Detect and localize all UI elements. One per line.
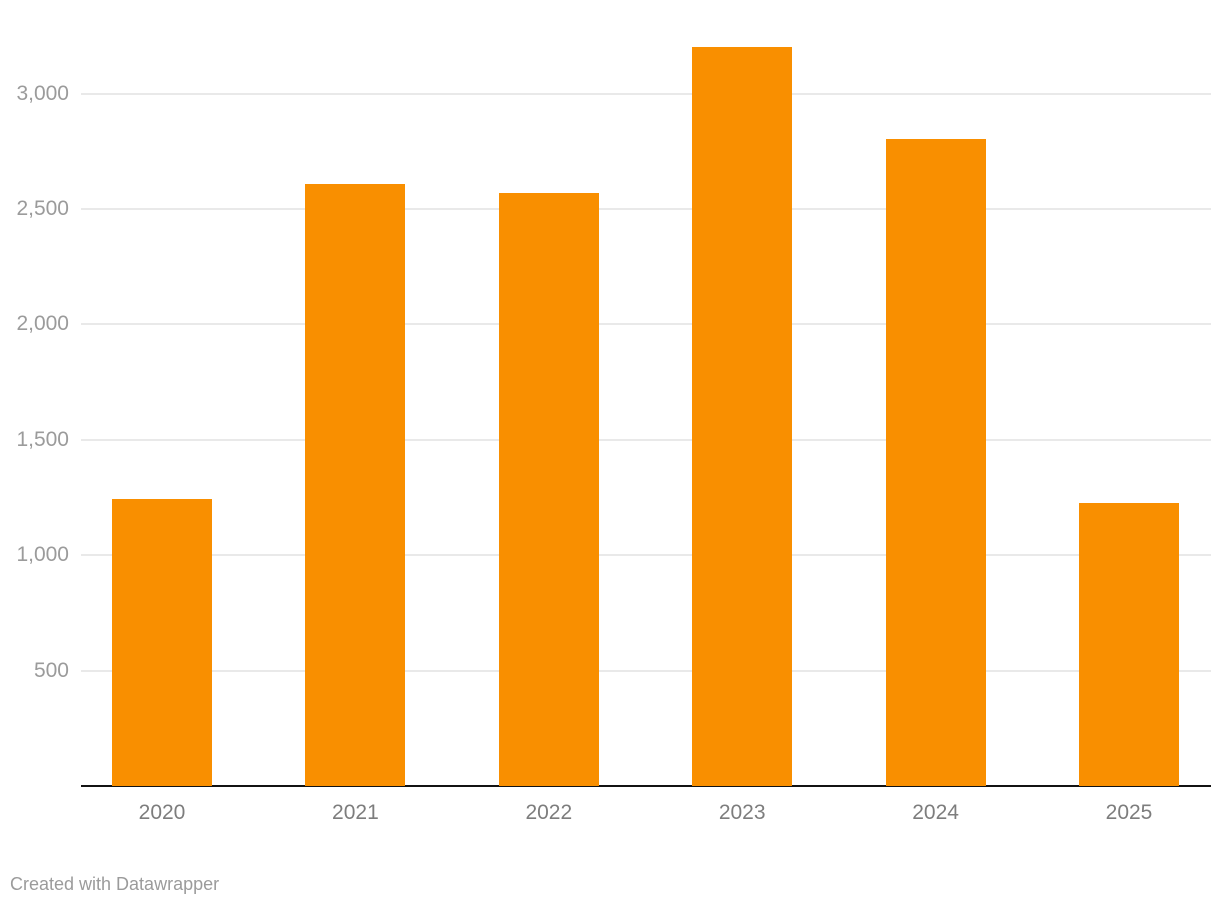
- gridline-2500: [81, 208, 1211, 210]
- x-axis-label-2022: 2022: [525, 801, 573, 824]
- y-axis-label-500: 500: [33, 658, 69, 682]
- gridline-1000: [81, 554, 1211, 557]
- x-axis-line: [81, 785, 1211, 787]
- bar-2020[interactable]: [112, 498, 212, 786]
- gridline-2000: [81, 323, 1211, 326]
- x-axis-label-2021: 2021: [332, 801, 379, 824]
- y-axis-label-3000: 3,000: [16, 81, 69, 105]
- bar-2025[interactable]: [1079, 503, 1179, 786]
- datawrapper-credit-link[interactable]: Created with Datawrapper: [10, 874, 220, 894]
- bar-2021[interactable]: [305, 183, 406, 786]
- y-axis-label-2500: 2,500: [16, 197, 69, 220]
- gridline-1500: [81, 438, 1211, 441]
- x-axis-label-2024: 2024: [912, 801, 959, 824]
- x-axis-label-2023: 2023: [718, 801, 766, 824]
- x-axis-label-2025: 2025: [1105, 801, 1153, 824]
- gridline-3000: [81, 92, 1211, 95]
- bar-2023[interactable]: [692, 47, 793, 786]
- y-axis-label-1500: 1,500: [16, 427, 69, 451]
- bar-2024[interactable]: [885, 138, 986, 786]
- gridline-500: [81, 669, 1211, 672]
- bar-2022[interactable]: [498, 192, 599, 786]
- x-axis-label-2020: 2020: [138, 801, 186, 824]
- y-axis-label-2000: 2,000: [16, 312, 69, 336]
- y-axis-label-1000: 1,000: [16, 543, 69, 567]
